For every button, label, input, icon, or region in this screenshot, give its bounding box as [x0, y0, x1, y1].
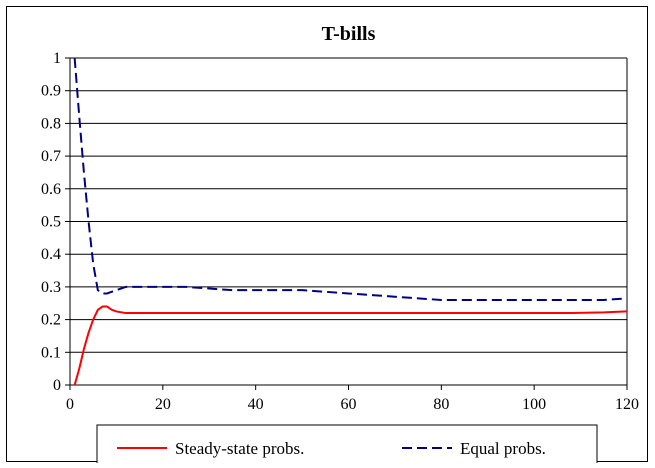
grid-layer [70, 57, 627, 353]
series-line-equal [73, 57, 628, 301]
legend: Steady-state probs. Equal probs. [96, 424, 598, 463]
axis-layer: 0 0.1 0.2 0.3 0.4 0.5 0.6 0.7 0.8 0.9 1 0 20 40 60 80 10… [41, 50, 639, 413]
x-tick-label: 20 [155, 396, 171, 413]
x-tick-label: 40 [248, 396, 264, 413]
y-tick-label: 0.1 [41, 344, 61, 361]
x-tick-label: 80 [433, 396, 449, 413]
series-layer [73, 57, 628, 386]
y-tick-label: 0.2 [41, 312, 61, 329]
line-chart: 0 0.1 0.2 0.3 0.4 0.5 0.6 0.7 0.8 0.9 1 0 20 40 60 80 10… [41, 23, 639, 463]
legend-label: Equal probs. [460, 439, 546, 458]
y-tick-label: 1 [53, 50, 61, 67]
x-tick-label: 60 [341, 396, 357, 413]
x-tick-label: 100 [522, 396, 546, 413]
series-line-steady-state [73, 305, 628, 386]
x-tick-label: 120 [615, 396, 639, 413]
y-tick-label: 0.5 [41, 214, 61, 231]
y-tick-label: 0.8 [41, 115, 61, 132]
chart-frame: 0 0.1 0.2 0.3 0.4 0.5 0.6 0.7 0.8 0.9 1 0 20 40 60 80 10… [6, 6, 648, 463]
y-tick-label: 0.4 [41, 246, 61, 263]
y-tick-label: 0.9 [41, 83, 61, 100]
y-tick-label: 0.7 [41, 148, 61, 165]
legend-label: Steady-state probs. [175, 439, 304, 458]
x-tick-label: 0 [66, 396, 74, 413]
chart-title: T-bills [322, 23, 376, 45]
y-tick-label: 0.6 [41, 181, 61, 198]
legend-box [96, 424, 598, 463]
y-tick-label: 0 [53, 377, 61, 394]
y-tick-label: 0.3 [41, 279, 61, 296]
